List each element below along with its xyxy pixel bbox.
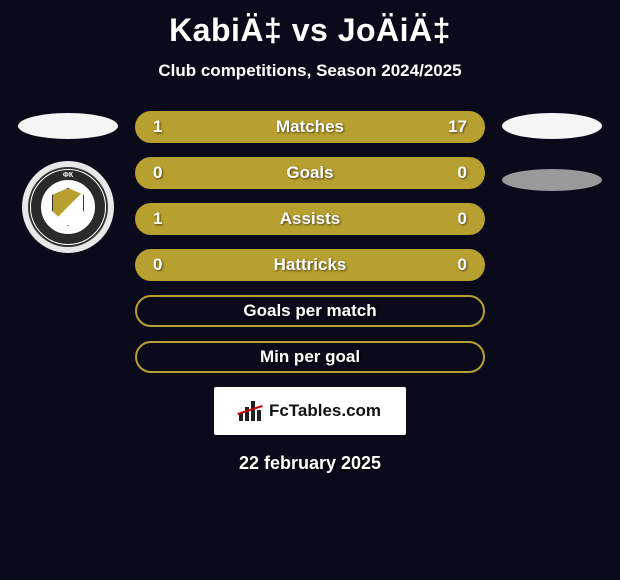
stat-right-value: 0 — [447, 255, 467, 275]
right-club-placeholder — [502, 169, 602, 191]
stat-label: Matches — [276, 117, 344, 137]
stat-left-value: 1 — [153, 117, 173, 137]
branding-badge[interactable]: FcTables.com — [214, 387, 406, 435]
page-title: KabiÄ‡ vs JoÄiÄ‡ — [0, 0, 620, 49]
stat-label: Goals per match — [243, 301, 376, 321]
comparison-container: ФК 1 Matches 17 0 Goals 0 1 Assists 0 0 … — [0, 111, 620, 373]
stat-label: Assists — [280, 209, 340, 229]
stat-row-min-per-goal: Min per goal — [135, 341, 485, 373]
stat-right-value: 0 — [447, 163, 467, 183]
stat-left-value: 0 — [153, 163, 173, 183]
stat-right-value: 0 — [447, 209, 467, 229]
stat-row-assists: 1 Assists 0 — [135, 203, 485, 235]
stats-rows: 1 Matches 17 0 Goals 0 1 Assists 0 0 Hat… — [135, 111, 485, 373]
subtitle: Club competitions, Season 2024/2025 — [0, 61, 620, 81]
branding-text: FcTables.com — [269, 401, 381, 421]
left-player-placeholder — [18, 113, 118, 139]
date-label: 22 february 2025 — [0, 453, 620, 474]
right-player-placeholder — [502, 113, 602, 139]
left-player-column: ФК — [13, 111, 123, 253]
stat-row-goals: 0 Goals 0 — [135, 157, 485, 189]
stat-left-value: 1 — [153, 209, 173, 229]
stat-row-matches: 1 Matches 17 — [135, 111, 485, 143]
stat-left-value: 0 — [153, 255, 173, 275]
stat-label: Goals — [286, 163, 333, 183]
stat-row-hattricks: 0 Hattricks 0 — [135, 249, 485, 281]
fctables-icon — [239, 401, 263, 421]
stat-label: Hattricks — [274, 255, 347, 275]
stat-row-goals-per-match: Goals per match — [135, 295, 485, 327]
stat-label: Min per goal — [260, 347, 360, 367]
stat-right-value: 17 — [447, 117, 467, 137]
right-player-column — [497, 111, 607, 191]
badge-top-text: ФК — [63, 172, 73, 179]
left-club-badge: ФК — [22, 161, 114, 253]
